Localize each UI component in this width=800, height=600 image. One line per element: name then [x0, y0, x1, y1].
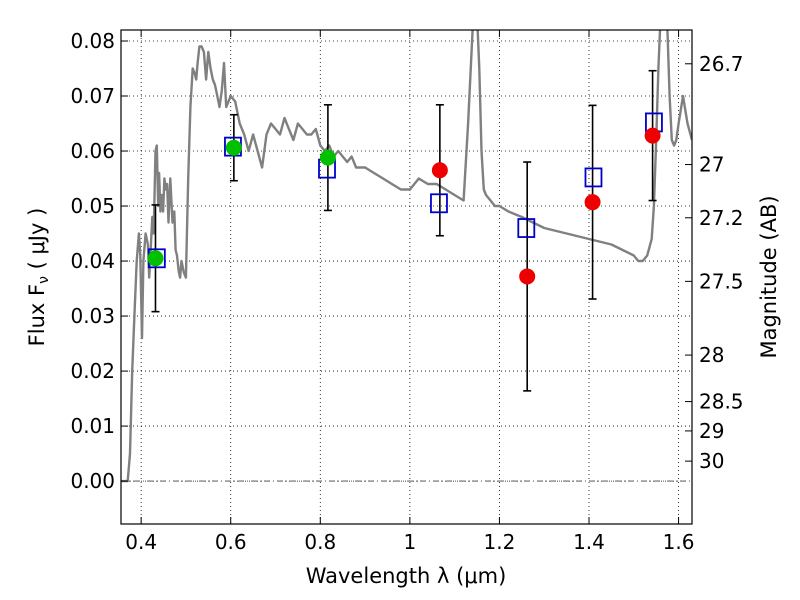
model-photometry-marker [430, 193, 448, 214]
y-tick-label: 0.05 [70, 194, 115, 218]
y-tick-label: 0.03 [70, 304, 115, 328]
nir-detection-marker [431, 162, 448, 179]
y2-tick-label: 28 [699, 343, 724, 367]
x-tick-label: 1.4 [573, 530, 605, 554]
y-tick-label: 0.06 [70, 139, 115, 163]
y2-tick-label: 27.5 [699, 269, 744, 293]
optical-detection-marker [147, 250, 164, 267]
model-spectrum-line [121, 30, 692, 483]
nir-detection-marker [644, 127, 661, 144]
optical-detection-marker [225, 139, 242, 156]
y-tick-label: 0.01 [70, 414, 115, 438]
x-tick-label: 1 [403, 530, 416, 554]
y-tick-label: 0.02 [70, 359, 115, 383]
nir-detection-marker [519, 268, 536, 285]
x-axis-label: Wavelength λ (μm) [306, 564, 507, 588]
y-axis-label: Flux Fν ( μJy ) [25, 208, 52, 347]
y2-axis-label: Magnitude (AB) [757, 195, 781, 358]
y2-tick-label: 26.7 [699, 52, 744, 76]
grid-lines [121, 30, 692, 524]
axes-layer: 0.4 0.6 0.8 1 1.2 1.4 1.6 0.00 0.01 0.02 0.03 0.04 0… [70, 29, 743, 554]
y-axis-label-sub: ν [36, 276, 52, 284]
x-tick-label: 0.8 [304, 530, 336, 554]
y2-tick-label: 28.5 [699, 390, 744, 414]
y2-tick-label: 27 [699, 153, 724, 177]
nir-detection-marker [584, 194, 601, 211]
y-tick-label: 0.00 [70, 469, 115, 493]
x-tick-label: 1.2 [484, 530, 516, 554]
y2-tick-label: 29 [699, 419, 724, 443]
model-photometry-marker [584, 167, 603, 188]
x-tick-label: 0.6 [215, 530, 247, 554]
y-tick-label: 0.07 [70, 84, 115, 108]
y2-tick-label: 27.2 [699, 206, 744, 230]
model-spectrum-layer [121, 30, 692, 483]
x-tick-label: 1.6 [663, 530, 695, 554]
model-photometry-marker [517, 218, 536, 238]
error-bars-layer [151, 69, 657, 392]
plot-frame [120, 29, 693, 525]
y-axis-label-units: ( μJy ) [25, 208, 49, 276]
markers-layer [147, 112, 663, 285]
y2-tick-label: 30 [699, 449, 724, 473]
optical-detection-marker [319, 149, 336, 166]
y-axis-label-main: Flux F [25, 284, 49, 346]
y-tick-label: 0.04 [70, 249, 115, 273]
x-tick-label: 0.4 [125, 530, 157, 554]
labels-layer: Wavelength λ (μm) Flux Fν ( μJy ) Magnit… [25, 195, 781, 588]
y-tick-label: 0.08 [70, 29, 115, 53]
